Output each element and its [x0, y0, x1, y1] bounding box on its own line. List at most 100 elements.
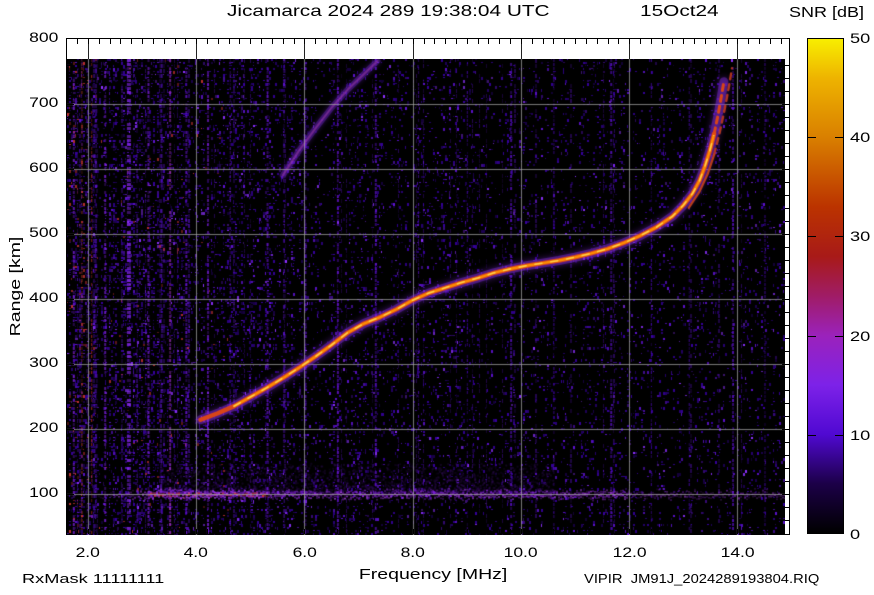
- y-axis-tick: [67, 91, 71, 92]
- x-axis-tick: [553, 39, 554, 44]
- x-axis-tick: [424, 39, 425, 44]
- y-tick-label: 200: [0, 419, 58, 435]
- x-axis-tick: [391, 529, 392, 534]
- x-axis-tick: [456, 39, 457, 44]
- colorbar-tick-label-text: 0: [850, 526, 861, 542]
- x-axis-tick: [229, 39, 230, 44]
- x-axis-tick: [283, 39, 284, 44]
- x-axis-tick: [575, 39, 576, 44]
- x-axis-tick: [532, 39, 533, 44]
- x-tick-label-text: 14.0: [720, 544, 755, 560]
- y-axis-tick: [67, 104, 74, 105]
- x-axis-tick: [413, 529, 414, 534]
- x-axis-tick: [142, 529, 143, 534]
- y-axis-tick: [67, 299, 74, 300]
- x-axis-tick: [737, 39, 738, 44]
- ionogram-canvas: [67, 59, 785, 535]
- x-axis-tick: [272, 529, 273, 534]
- x-axis-tick: [380, 529, 381, 534]
- x-axis-tick: [164, 39, 165, 44]
- y-axis-tick: [785, 273, 789, 274]
- x-axis-tick: [640, 529, 641, 534]
- y-axis-tick: [67, 377, 71, 378]
- x-axis-tick: [445, 529, 446, 534]
- x-axis-tick: [315, 39, 316, 44]
- y-axis-tick: [67, 416, 71, 417]
- y-axis-tick: [67, 221, 71, 222]
- x-axis-tick: [727, 529, 728, 534]
- x-axis-tick: [424, 529, 425, 534]
- x-axis-tick: [672, 39, 673, 44]
- x-axis-tick: [164, 529, 165, 534]
- snr-colorbar: [807, 38, 844, 534]
- x-axis-tick: [110, 529, 111, 534]
- x-axis-tick: [369, 529, 370, 534]
- y-axis-tick: [785, 247, 789, 248]
- colorbar-tick: [835, 236, 843, 238]
- colorbar-tick-label-text: 30: [850, 228, 871, 245]
- x-axis-tick: [618, 39, 619, 44]
- x-axis-tick: [586, 529, 587, 534]
- x-axis-tick: [553, 529, 554, 534]
- plot-date: 15Oct24: [640, 3, 719, 21]
- x-axis-tick: [640, 39, 641, 44]
- y-axis-tick: [785, 403, 789, 404]
- y-axis-tick: [785, 221, 789, 222]
- y-axis-tick: [785, 325, 789, 326]
- y-axis-tick: [785, 377, 789, 378]
- x-axis-tick: [131, 529, 132, 534]
- x-axis-tick: [402, 39, 403, 44]
- x-axis-tick: [499, 39, 500, 44]
- x-axis-tick: [608, 529, 609, 534]
- y-axis-tick: [785, 182, 789, 183]
- y-axis-tick: [67, 117, 71, 118]
- y-axis-tick: [67, 143, 71, 144]
- x-axis-tick: [239, 529, 240, 534]
- x-axis-tick: [348, 39, 349, 44]
- x-tick-label-text: 4.0: [184, 544, 209, 560]
- x-axis-tick: [543, 39, 544, 44]
- y-axis-tick: [782, 364, 789, 365]
- y-tick-label-text: 300: [28, 353, 58, 370]
- x-axis-tick: [748, 39, 749, 44]
- y-axis-tick: [785, 455, 789, 456]
- x-axis-tick: [239, 39, 240, 44]
- x-axis-tick: [196, 529, 197, 534]
- x-axis-tick: [294, 39, 295, 44]
- y-axis-tick: [67, 312, 71, 313]
- colorbar-tick-label: 0: [850, 526, 861, 542]
- x-axis-tick: [359, 39, 360, 44]
- y-axis-tick: [67, 78, 71, 79]
- x-axis-tick: [185, 39, 186, 44]
- y-axis-tick: [67, 351, 71, 352]
- x-axis-tick: [662, 39, 663, 44]
- x-axis-tick: [272, 39, 273, 44]
- y-axis-tick: [67, 455, 71, 456]
- x-axis-tick: [175, 529, 176, 534]
- y-axis-tick: [67, 338, 71, 339]
- x-axis-tick: [759, 529, 760, 534]
- y-axis-tick: [785, 468, 789, 469]
- x-axis-tick: [456, 529, 457, 534]
- y-axis-tick: [67, 234, 74, 235]
- x-axis-tick: [380, 39, 381, 44]
- y-tick-label-text: 200: [28, 418, 58, 435]
- x-axis-tick: [499, 529, 500, 534]
- x-axis-tick: [261, 39, 262, 44]
- y-axis-tick: [67, 260, 71, 261]
- x-axis-tick: [153, 529, 154, 534]
- y-axis-tick: [782, 169, 789, 170]
- x-tick-label: 6.0: [274, 544, 334, 560]
- colorbar-tick: [808, 137, 816, 139]
- x-tick-label: 4.0: [166, 544, 226, 560]
- x-axis-tick: [250, 529, 251, 534]
- y-axis-tick: [67, 468, 71, 469]
- x-axis-tick: [337, 529, 338, 534]
- filename-label: VIPIR JM91J_2024289193804.RIQ: [584, 572, 819, 586]
- x-axis-tick: [175, 39, 176, 44]
- colorbar-tick: [808, 236, 816, 238]
- x-tick-label: 12.0: [599, 544, 659, 560]
- y-tick-label: 400: [0, 289, 58, 305]
- grid-stub: [304, 39, 305, 59]
- x-tick-label-text: 8.0: [400, 544, 425, 560]
